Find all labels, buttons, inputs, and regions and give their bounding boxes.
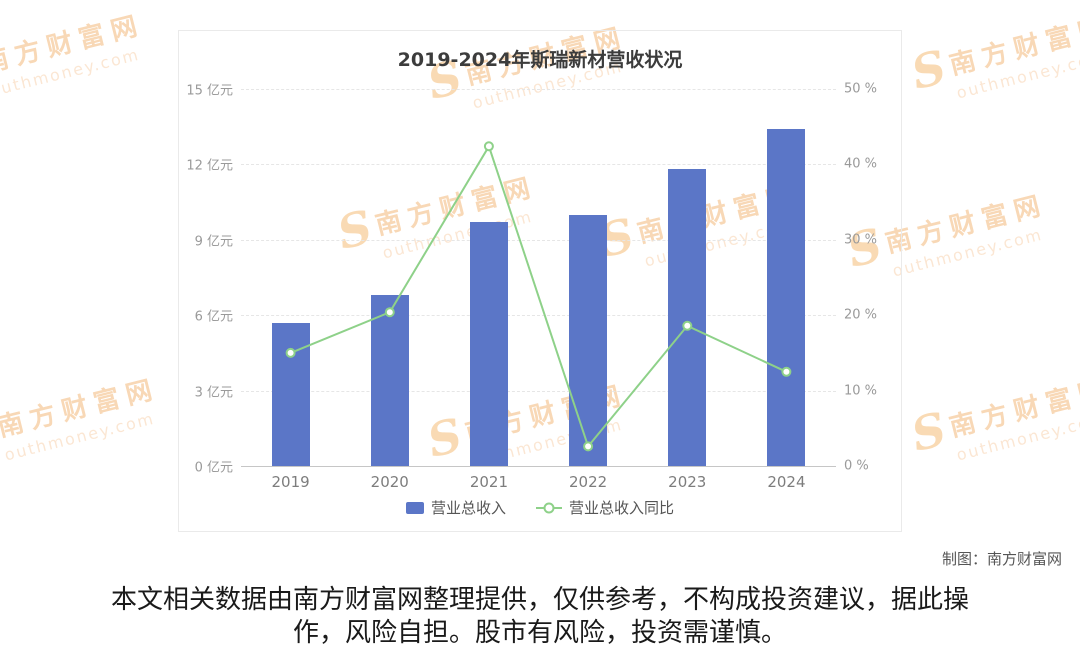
y-axis-tick-left: 0 亿元 xyxy=(194,460,233,476)
watermark-domain: outhmoney.com xyxy=(954,46,1080,103)
x-axis-label: 2023 xyxy=(668,473,707,491)
legend-marker-dot xyxy=(543,502,555,513)
bar-2020 xyxy=(370,295,409,466)
chart-title: 2019-2024年斯瑞新材营收状况 xyxy=(397,49,683,71)
y-axis-tick-right: 50 % xyxy=(844,81,878,97)
gridline xyxy=(241,239,836,241)
bar-2023 xyxy=(668,169,707,466)
bar-2022 xyxy=(569,215,608,466)
x-axis-label: 2019 xyxy=(271,473,310,491)
y-axis-tick-right: 40 % xyxy=(844,156,878,172)
gridline xyxy=(241,390,836,392)
bar-2024 xyxy=(767,129,806,466)
y-axis-tick-right: 30 % xyxy=(844,232,878,248)
y-axis-tick-right: 20 % xyxy=(844,307,878,323)
left-axis: 15 亿元 12 亿元 9 亿元 6 亿元 3 亿元 0 亿元 xyxy=(179,84,233,476)
line-point-2022 xyxy=(583,441,594,452)
legend-label: 营业总收入同比 xyxy=(569,499,675,517)
legend-item-revenue: 营业总收入 xyxy=(405,497,506,518)
y-axis-tick-left: 6 亿元 xyxy=(194,309,233,325)
watermark-brand-cn: 南方财富网 xyxy=(946,12,1080,82)
x-axis-label: 2022 xyxy=(569,473,608,491)
watermark-brand-cn: 南方财富网 xyxy=(0,10,147,80)
legend-item-yoy: 营业总收入同比 xyxy=(536,497,674,518)
x-axis: 2019 2020 2021 2022 2023 2024 xyxy=(241,473,836,491)
line-point-2023 xyxy=(682,320,693,331)
bars-layer xyxy=(241,89,836,466)
watermark-domain: outhmoney.com xyxy=(0,44,142,101)
right-axis: 50 % 40 % 30 % 20 % 10 % 0 % xyxy=(844,82,898,474)
y-axis-tick-left: 12 亿元 xyxy=(186,158,233,174)
x-axis-label: 2024 xyxy=(767,473,806,491)
x-axis-label: 2020 xyxy=(370,473,409,491)
legend-marker-bar xyxy=(405,501,424,514)
x-axis-label: 2021 xyxy=(469,473,509,491)
line-series xyxy=(285,141,792,452)
y-axis-tick-left: 3 亿元 xyxy=(194,385,233,401)
watermark-brand-cn: 南方财富网 xyxy=(946,374,1080,444)
chart-panel: 2019-2024年斯瑞新材营收状况 15 亿元 12 亿元 9 亿元 6 亿元… xyxy=(178,30,902,532)
bar-2021 xyxy=(469,222,508,466)
watermark-brand-cn: 南方财富网 xyxy=(0,374,162,444)
watermark-brand-cn: 南方财富网 xyxy=(882,190,1050,260)
watermark-domain: outhmoney.com xyxy=(2,408,157,465)
gridline xyxy=(241,164,836,166)
watermark-domain: outhmoney.com xyxy=(954,408,1080,465)
watermark-domain: outhmoney.com xyxy=(890,224,1045,281)
legend-label: 营业总收入 xyxy=(430,499,506,517)
line-point-2024 xyxy=(781,366,792,377)
gridline xyxy=(241,315,836,317)
plot-area xyxy=(241,89,836,467)
line-point-2019 xyxy=(285,347,296,358)
y-axis-tick-right: 10 % xyxy=(844,383,878,399)
watermark-logo-s: S xyxy=(906,39,952,101)
line-point-2021 xyxy=(483,141,494,152)
legend-marker-line xyxy=(536,502,562,513)
disclaimer: 本文相关数据由南方财富网整理提供，仅供参考，不构成投资建议，据此操作，风险自担。… xyxy=(110,585,969,649)
y-axis-tick-right: 0 % xyxy=(844,458,869,474)
line-point-2020 xyxy=(384,307,395,318)
y-axis-tick-left: 9 亿元 xyxy=(194,234,233,250)
watermark-logo-s: S xyxy=(906,401,952,463)
y-axis-tick-left: 15 亿元 xyxy=(186,83,233,99)
legend: 营业总收入 营业总收入同比 xyxy=(179,497,901,518)
gridline xyxy=(241,89,836,90)
credit: 制图：南方财富网 xyxy=(941,550,1062,568)
